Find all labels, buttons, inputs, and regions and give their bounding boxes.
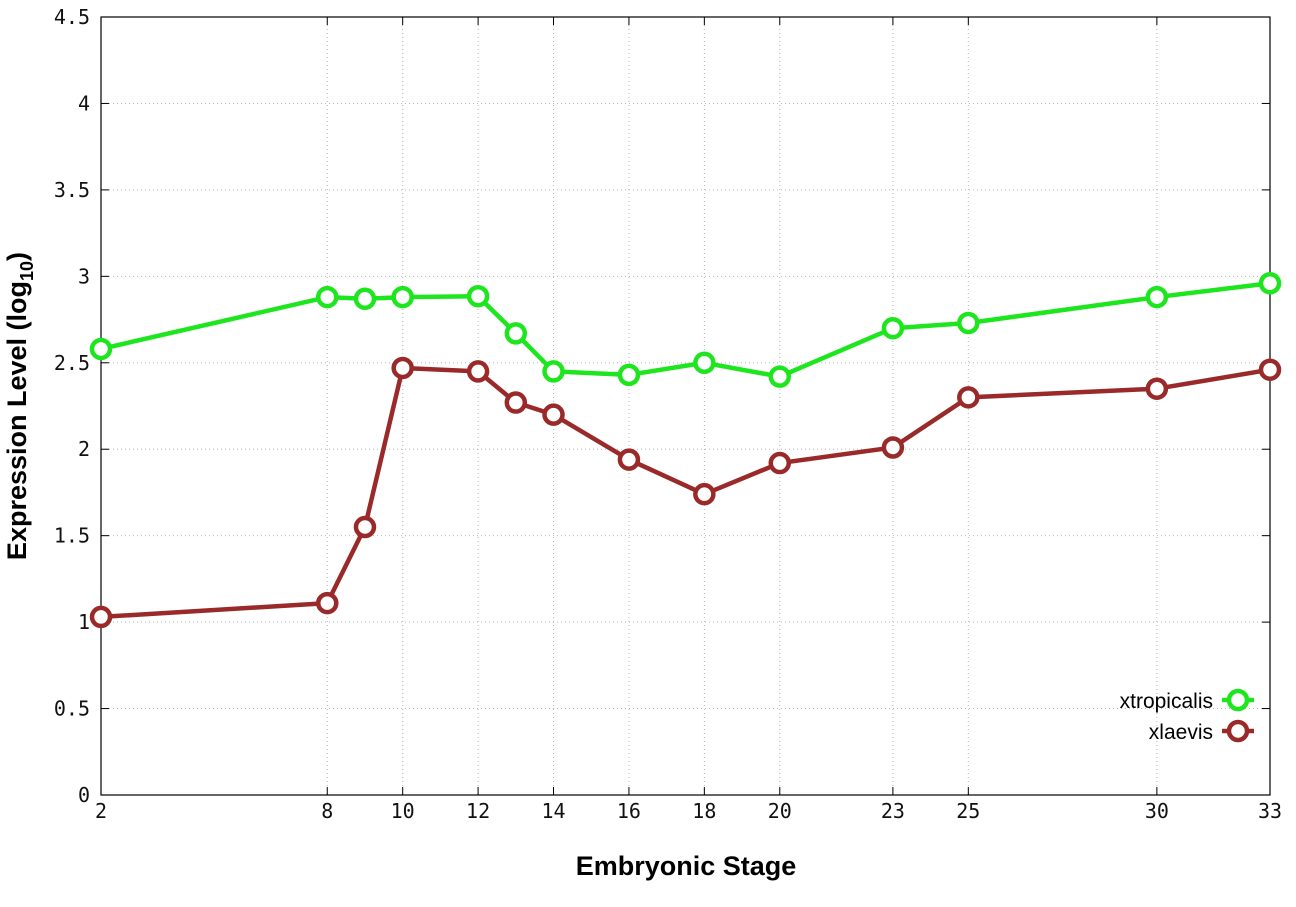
data-point-xtropicalis bbox=[542, 360, 565, 383]
x-tick-labels: 2 8 10 12 14 16 18 20 23 25 30 33 bbox=[95, 799, 1282, 823]
data-point-xtropicalis bbox=[881, 316, 905, 340]
y-tick-label: 1 bbox=[78, 610, 90, 634]
data-point-xlaevis bbox=[768, 451, 792, 475]
x-tick-label: 25 bbox=[956, 799, 980, 823]
y-tick-label: 4.5 bbox=[54, 5, 90, 29]
x-tick-label: 30 bbox=[1145, 799, 1169, 823]
y-axis-title-subscript: 10 bbox=[17, 261, 37, 281]
data-point-xlaevis bbox=[1258, 358, 1282, 381]
x-tick-label: 14 bbox=[541, 799, 565, 823]
y-tick-label: 3.5 bbox=[54, 178, 90, 202]
y-axis-title-main: Expression Level (log bbox=[2, 281, 32, 560]
legend-item-xtropicalis: xtropicalis bbox=[1120, 688, 1254, 713]
legend: xtropicalis xlaevis bbox=[1120, 688, 1254, 744]
data-point-xtropicalis bbox=[693, 351, 716, 375]
data-point-xlaevis bbox=[1145, 377, 1169, 400]
legend-marker-xtropicalis bbox=[1226, 688, 1250, 712]
data-point-xlaevis bbox=[391, 356, 414, 380]
data-point-xlaevis bbox=[466, 360, 490, 383]
series-layer bbox=[89, 271, 1282, 629]
data-point-xlaevis bbox=[881, 436, 905, 459]
y-tick-label: 1.5 bbox=[54, 524, 90, 548]
y-axis-title-close: ) bbox=[2, 252, 32, 261]
data-point-xlaevis bbox=[693, 482, 716, 506]
x-tick-label: 2 bbox=[95, 799, 107, 823]
x-tick-label: 12 bbox=[466, 799, 490, 823]
data-point-xlaevis bbox=[353, 515, 377, 539]
grid-lines bbox=[100, 16, 1271, 796]
data-point-xtropicalis bbox=[353, 287, 377, 311]
series-xlaevis bbox=[89, 356, 1282, 629]
series-xtropicalis bbox=[89, 271, 1282, 388]
y-tick-labels: 0 0.5 1 1.5 2 2.5 3 3.5 4 4.5 bbox=[54, 5, 90, 807]
data-point-xtropicalis bbox=[466, 284, 490, 308]
data-point-xtropicalis bbox=[391, 285, 414, 309]
y-tick-label: 0.5 bbox=[54, 697, 90, 721]
data-point-xlaevis bbox=[542, 403, 565, 426]
x-axis-title: Embryonic Stage bbox=[576, 851, 797, 881]
data-point-xtropicalis bbox=[768, 365, 792, 388]
x-tick-label: 8 bbox=[321, 799, 333, 823]
legend-label-xlaevis: xlaevis bbox=[1149, 721, 1213, 744]
data-point-xtropicalis bbox=[504, 322, 528, 345]
plot-frame bbox=[100, 16, 1271, 796]
y-axis-title: Expression Level (log10) bbox=[2, 252, 37, 560]
data-point-xtropicalis bbox=[1145, 285, 1169, 309]
data-point-xtropicalis bbox=[89, 337, 113, 361]
y-tick-label: 0 bbox=[78, 783, 90, 807]
x-tick-label: 18 bbox=[692, 799, 716, 823]
legend-item-xlaevis: xlaevis bbox=[1149, 719, 1254, 744]
series-line-xlaevis bbox=[100, 365, 1271, 620]
data-point-xtropicalis bbox=[1258, 271, 1282, 295]
data-point-xlaevis bbox=[316, 591, 339, 615]
x-tick-label: 33 bbox=[1258, 799, 1282, 823]
x-tick-label: 20 bbox=[768, 799, 792, 823]
legend-label-xtropicalis: xtropicalis bbox=[1120, 690, 1213, 713]
data-point-xtropicalis bbox=[957, 311, 980, 335]
x-tick-label: 16 bbox=[617, 799, 641, 823]
data-point-xtropicalis bbox=[316, 285, 339, 309]
tick-marks bbox=[100, 16, 1271, 796]
y-tick-label: 2.5 bbox=[54, 351, 90, 375]
data-point-xlaevis bbox=[504, 391, 528, 414]
data-point-xlaevis bbox=[957, 386, 980, 409]
data-point-xlaevis bbox=[89, 605, 113, 629]
y-tick-label: 3 bbox=[78, 264, 90, 288]
x-tick-label: 23 bbox=[881, 799, 905, 823]
y-tick-label: 2 bbox=[78, 437, 90, 461]
data-point-xtropicalis bbox=[617, 363, 641, 387]
x-tick-label: 10 bbox=[391, 799, 415, 823]
legend-marker-xlaevis bbox=[1226, 719, 1250, 743]
data-point-xlaevis bbox=[617, 448, 641, 471]
y-tick-label: 4 bbox=[78, 91, 90, 115]
